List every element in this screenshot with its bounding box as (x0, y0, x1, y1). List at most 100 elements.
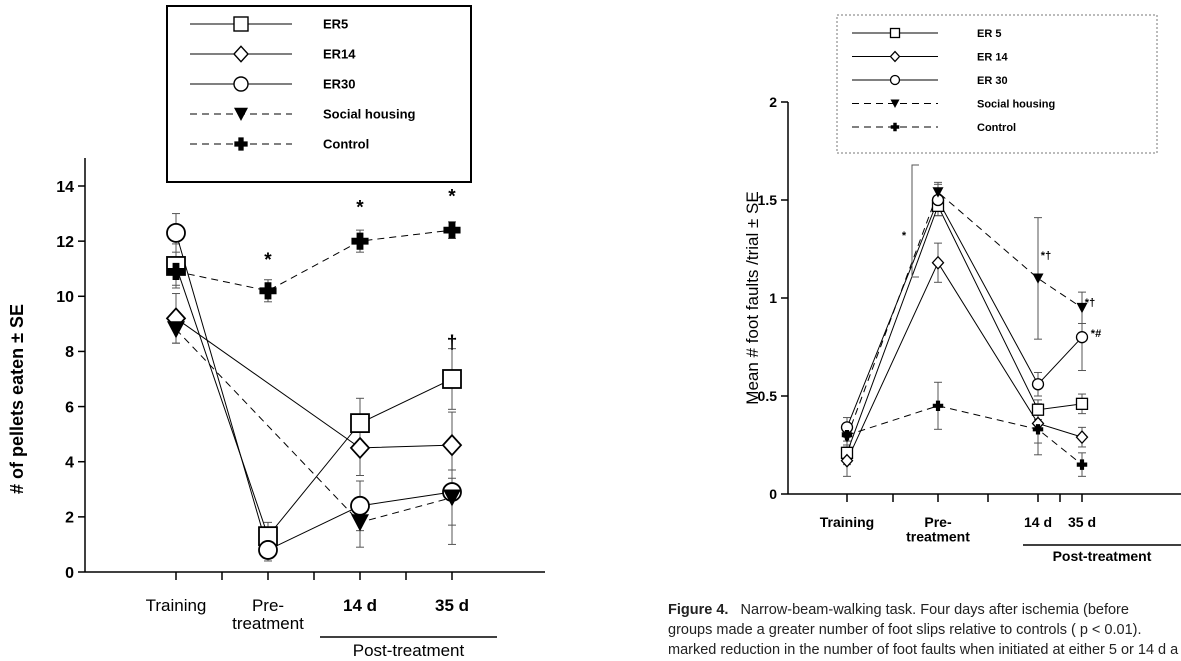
legend-label: ER 30 (977, 75, 1008, 87)
legend-label: ER30 (323, 77, 356, 92)
x-category-label: 35 d (435, 596, 469, 615)
marker-er-14 (931, 255, 945, 270)
x-category-label: Pre- (924, 514, 952, 530)
caption-line-2: groups made a greater number of foot sli… (668, 622, 1142, 638)
series-line-er14 (175, 317, 453, 449)
legend-marker-er-14 (889, 50, 901, 63)
x-category-label: treatment (906, 529, 970, 545)
figure-caption: Figure 4. Narrow-beam-walking task. Four… (668, 600, 1181, 656)
marker-control (259, 282, 277, 300)
marker-er-5 (1075, 397, 1089, 410)
marker-social-housing (443, 489, 461, 507)
marker-social-housing (351, 514, 369, 532)
caption-label: Figure 4. (668, 602, 729, 618)
significance-annotation: * (264, 250, 272, 271)
x-category-label: treatment (232, 614, 304, 633)
series-line-er5 (175, 265, 453, 538)
marker-er14 (349, 436, 371, 460)
marker-control (351, 232, 369, 250)
marker-control (1032, 424, 1044, 435)
marker-control (932, 400, 944, 412)
y-tick-label: 0.5 (758, 388, 778, 404)
significance-annotation: *† (1041, 250, 1051, 262)
marker-social-housing (1032, 273, 1044, 284)
series-line-control (846, 405, 1083, 465)
marker-er-30 (1075, 331, 1089, 344)
y-tick-label: 10 (56, 289, 74, 306)
marker-er-14 (840, 453, 854, 468)
left-chart: 0 2 4 6 8 10 12 14 # of pellets eaten ± SE Traini… (7, 5, 545, 660)
marker-er-14 (1075, 430, 1089, 445)
x-category-label: 14 d (1024, 514, 1052, 530)
legend-label: ER5 (323, 17, 348, 32)
right-chart: 0 0.5 1 1.5 2 Mean # foot faults /trial ± SE T… (743, 14, 1181, 564)
legend-label: ER14 (323, 47, 356, 62)
marker-er30 (258, 540, 278, 560)
y-axis-label: # of pellets eaten ± SE (7, 304, 27, 494)
y-tick-label: 12 (56, 234, 74, 251)
legend-marker-er-5 (889, 27, 901, 39)
legend-marker-control (234, 137, 248, 151)
legend-label: Social housing (323, 107, 416, 122)
marker-social-housing (1076, 302, 1088, 314)
legend-box (166, 5, 472, 183)
x-category-label: 14 d (343, 596, 377, 615)
legend-marker-er14 (233, 45, 249, 63)
marker-er5 (350, 413, 370, 434)
y-tick-label: 14 (56, 179, 74, 196)
series-line-control (175, 229, 453, 292)
legend-marker-er30 (233, 76, 249, 92)
legend-marker-social-housing (234, 107, 248, 121)
y-tick-label: 4 (65, 454, 74, 471)
caption-line-3: marked reduction in the number of foot f… (668, 642, 1179, 656)
y-axis-label: Mean # foot faults /trial ± SE (743, 191, 762, 404)
marker-control (841, 429, 853, 441)
y-tick-label: 2 (769, 94, 777, 110)
legend-marker-er5 (233, 16, 249, 32)
significance-bracket (911, 164, 919, 278)
series-line-er-14 (846, 261, 1083, 461)
marker-control (443, 221, 461, 239)
legend-label: ER 5 (977, 28, 1001, 40)
legend-label: Control (977, 122, 1016, 134)
x-category-label: Training (146, 596, 207, 615)
legend-label: ER 14 (977, 51, 1008, 63)
y-tick-label: 1 (769, 290, 777, 306)
marker-control (1076, 459, 1088, 470)
y-tick-label: 1.5 (758, 192, 778, 208)
legend-marker-control (890, 122, 900, 132)
legend-label: Control (323, 137, 369, 152)
post-treatment-label: Post-treatment (353, 641, 465, 656)
x-category-label: Pre- (252, 596, 284, 615)
marker-er-5 (1031, 403, 1045, 416)
legend-marker-social-housing (890, 99, 900, 108)
y-tick-label: 0 (65, 565, 74, 582)
y-tick-label: 6 (65, 399, 74, 416)
marker-er-30 (1031, 378, 1045, 391)
y-tick-label: 0 (769, 486, 777, 502)
marker-social-housing (167, 321, 185, 339)
marker-er30 (166, 222, 186, 243)
series-line-er-5 (846, 204, 1083, 454)
significance-annotation: *# (1091, 328, 1101, 340)
marker-er14 (441, 433, 463, 457)
post-treatment-label: Post-treatment (1053, 548, 1152, 564)
series-line-social-housing (175, 329, 453, 523)
marker-er30 (350, 495, 370, 516)
legend-label: Social housing (977, 98, 1055, 110)
caption-line-1: Narrow-beam-walking task. Four days afte… (740, 602, 1129, 618)
significance-annotation: † (447, 333, 458, 354)
significance-annotation: * (356, 198, 364, 219)
marker-social-housing (932, 187, 944, 198)
series-line-er-30 (846, 198, 1083, 428)
legend-marker-er-30 (889, 74, 901, 86)
y-tick-label: 2 (65, 510, 74, 527)
marker-control (167, 262, 185, 281)
significance-annotation: * (448, 187, 456, 208)
x-category-label: Training (820, 514, 874, 530)
series-line-social-housing (846, 191, 1083, 438)
series-line-er30 (175, 232, 453, 551)
y-tick-label: 8 (65, 344, 74, 361)
significance-annotation: *† (1085, 297, 1095, 309)
